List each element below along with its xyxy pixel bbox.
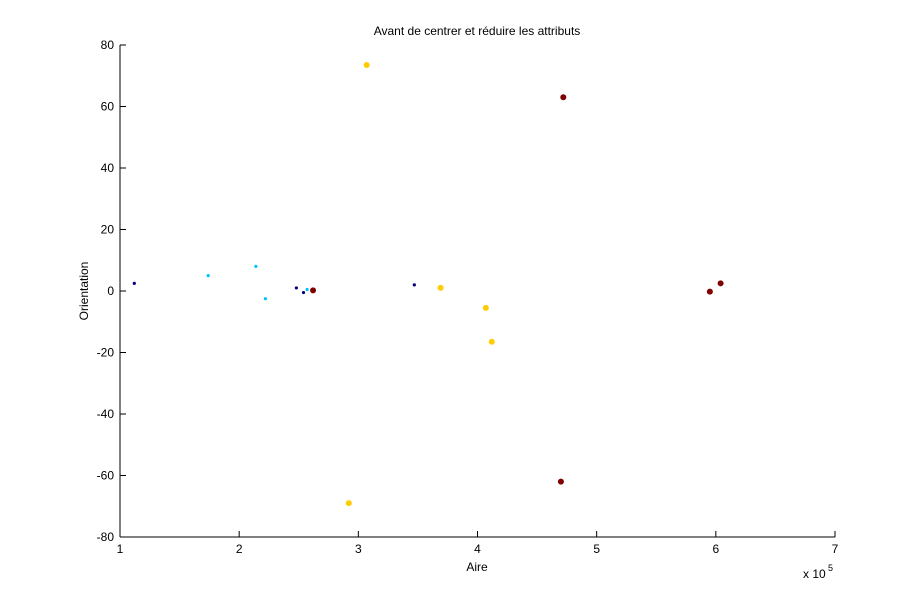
y-tick-label: -60	[97, 469, 115, 483]
x-tick-label: 3	[355, 542, 362, 556]
data-point	[206, 274, 210, 278]
x-ticks: 1 2 3 4 5 6 7	[117, 531, 839, 556]
x-multiplier-exponent: 5	[828, 563, 833, 573]
data-point	[254, 264, 258, 268]
x-multiplier-label: x 10	[803, 567, 826, 581]
plot-area	[120, 45, 835, 537]
data-point	[437, 284, 444, 291]
y-tick-label: -80	[97, 530, 115, 544]
y-tick-label: -40	[97, 407, 115, 421]
data-point	[301, 290, 306, 295]
y-tick-label: 60	[101, 100, 115, 114]
data-point	[363, 61, 370, 68]
y-tick-label: 40	[101, 161, 115, 175]
y-tick-label: 0	[107, 284, 114, 298]
data-point	[132, 281, 136, 285]
chart-title: Avant de centrer et réduire les attribut…	[374, 24, 581, 38]
x-tick-label: 7	[832, 542, 839, 556]
data-point	[482, 304, 489, 311]
data-point	[488, 338, 495, 345]
data-point	[345, 500, 352, 507]
x-tick-label: 6	[712, 542, 719, 556]
y-axis-label: Orientation	[77, 262, 91, 321]
data-point	[560, 94, 567, 101]
x-tick-label: 2	[236, 542, 243, 556]
y-tick-label: 20	[101, 223, 115, 237]
x-tick-label: 4	[474, 542, 481, 556]
data-point	[412, 283, 416, 287]
x-axis-label: Aire	[466, 560, 488, 574]
data-point	[263, 297, 267, 301]
data-point	[310, 287, 317, 294]
data-point	[557, 478, 564, 485]
data-point	[294, 286, 298, 290]
x-tick-label: 5	[593, 542, 600, 556]
data-point	[305, 287, 309, 292]
data-point	[717, 280, 724, 287]
data-points	[132, 61, 724, 507]
y-tick-label: -20	[97, 346, 115, 360]
y-tick-label: 80	[101, 38, 115, 52]
x-tick-label: 1	[117, 542, 124, 556]
data-point	[706, 288, 713, 295]
y-ticks: 80 60 40 20 0 -20 -40 -60 -80	[97, 38, 126, 544]
